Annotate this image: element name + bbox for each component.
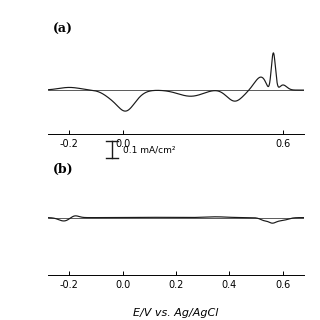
Text: (a): (a)	[53, 23, 73, 36]
Text: E/V vs. Ag/AgCl: E/V vs. Ag/AgCl	[133, 308, 219, 318]
Text: (b): (b)	[53, 163, 74, 176]
Text: 0.1 mA/cm²: 0.1 mA/cm²	[123, 145, 176, 154]
